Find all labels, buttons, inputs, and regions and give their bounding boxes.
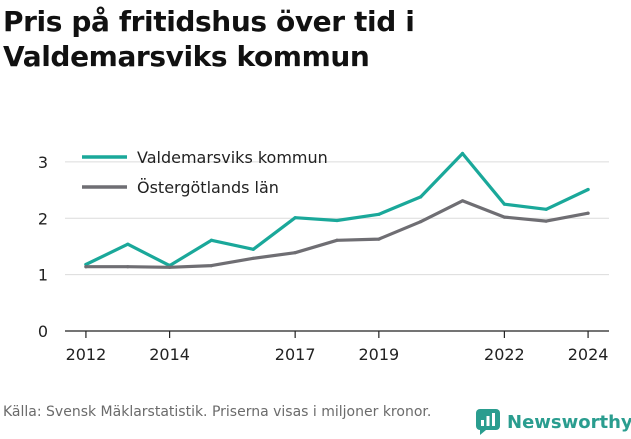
data-point [335,218,339,223]
data-point [502,202,506,206]
x-tick-label: 2019 [358,345,399,364]
data-point [293,251,297,255]
data-point [251,256,255,260]
data-point [460,199,465,203]
series-line-ostergotland [84,199,590,269]
data-point [377,237,381,241]
line-chart: 0 1 2 3 2012 2014 2017 2019 2022 2024 Valdemarsv… [38,148,609,364]
data-point [209,238,214,242]
data-point [544,207,548,211]
data-point [460,151,465,156]
data-point [419,220,423,224]
x-tick-label: 2024 [568,345,609,364]
x-tick-label: 2022 [484,345,525,364]
y-tick-label: 0 [38,322,48,341]
data-point [544,219,548,223]
chart-title-line-2: Valdemarsviks kommun [3,40,370,73]
series-line-valdemarsvik [84,151,590,268]
data-point [586,211,590,215]
x-tick-label: 2014 [149,345,190,364]
x-tick-label: 2012 [66,345,107,364]
data-point [209,264,214,268]
data-point [586,187,590,192]
data-point [251,247,255,251]
x-tick-label: 2017 [275,345,316,364]
chart-title: Pris på fritidshus över tid i Valdemarsv… [3,4,415,74]
data-point [126,265,130,269]
legend-label: Valdemarsviks kommun [137,148,328,167]
data-point [126,242,130,246]
brand-logo: Newsworthy [476,407,631,437]
y-tick-label: 3 [38,153,48,172]
chart-title-line-1: Pris på fritidshus över tid i [3,5,415,38]
data-point [502,215,506,219]
data-point [293,216,297,220]
newsworthy-logo-icon [476,409,500,435]
series-lines [84,151,590,269]
data-point [377,212,381,216]
data-point [419,195,423,199]
brand-name: Newsworthy [507,411,631,433]
y-tick-label: 1 [38,266,48,285]
source-note: Källa: Svensk Mäklarstatistik. Priserna … [3,404,432,420]
y-tick-label: 2 [38,209,48,228]
data-point [84,265,88,269]
legend: Valdemarsviks kommun Östergötlands län [82,148,328,197]
x-axis: 2012 2014 2017 2019 2022 2024 [65,330,609,364]
legend-label: Östergötlands län [137,178,279,197]
data-point [168,265,172,269]
data-point [335,238,339,242]
